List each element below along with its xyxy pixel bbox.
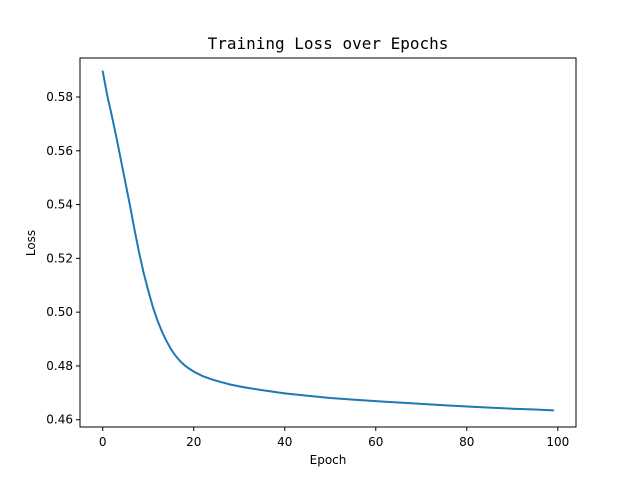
y-tick-label: 0.56 bbox=[46, 144, 73, 158]
axes-frame bbox=[79, 57, 577, 428]
x-axis-label: Epoch bbox=[310, 453, 347, 467]
y-tick-label: 0.48 bbox=[46, 359, 73, 373]
y-axis-label: Loss bbox=[24, 230, 38, 256]
x-axis-ticks: 0 20 40 60 80 100 bbox=[99, 427, 569, 449]
x-tick-label: 20 bbox=[186, 435, 201, 449]
y-tick-label: 0.58 bbox=[46, 90, 73, 104]
x-tick-label: 80 bbox=[459, 435, 474, 449]
plot-area bbox=[101, 70, 555, 412]
x-tick-label: 0 bbox=[99, 435, 107, 449]
y-tick-label: 0.50 bbox=[46, 305, 73, 319]
x-tick-label: 100 bbox=[546, 435, 569, 449]
y-tick-label: 0.46 bbox=[46, 413, 73, 427]
y-axis-ticks: 0.46 0.48 0.50 0.52 0.54 0.56 0.58 bbox=[46, 90, 80, 427]
y-tick-label: 0.54 bbox=[46, 198, 73, 212]
series-line-0 bbox=[101, 70, 555, 412]
y-tick-label: 0.52 bbox=[46, 251, 73, 265]
x-tick-label: 60 bbox=[368, 435, 383, 449]
chart-title: Training Loss over Epochs bbox=[208, 34, 449, 53]
x-tick-label: 40 bbox=[277, 435, 292, 449]
